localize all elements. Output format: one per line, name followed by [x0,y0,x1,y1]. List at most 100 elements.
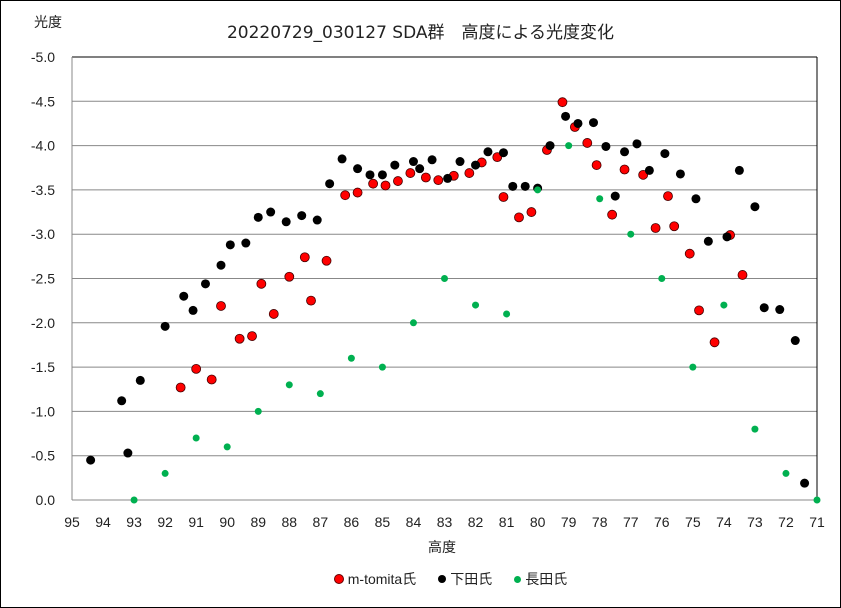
data-point [775,305,785,315]
legend-item-osada: 長田氏 [514,569,567,589]
legend-label: 下田氏 [450,571,493,587]
data-point [455,157,465,167]
data-point [689,363,697,371]
y-tick-label: -2.5 [31,271,55,287]
data-point [393,176,403,186]
data-point [130,496,138,504]
data-point [443,173,453,183]
x-tick-label: 92 [157,514,173,530]
data-point [390,160,400,170]
data-point [620,147,630,157]
legend-label: 長田氏 [525,571,568,587]
data-point [565,142,573,150]
data-point [299,252,310,263]
data-point [734,165,744,175]
data-point [352,187,363,198]
data-point [492,152,503,163]
data-point [223,443,231,451]
x-tick-label: 81 [499,514,515,530]
data-point [378,363,386,371]
x-tick-label: 79 [561,514,577,530]
data-point [589,118,598,128]
data-point [247,331,257,341]
data-point [268,309,279,319]
data-point [650,223,661,233]
data-point [427,155,437,165]
data-point [216,301,226,311]
data-point [188,305,198,315]
data-point [514,212,524,223]
red-dot-icon [333,574,344,584]
x-tick-label: 78 [592,514,608,530]
data-point [596,195,604,203]
y-tick-label: -0.5 [31,448,55,464]
y-tick-label: -5.0 [31,49,55,65]
data-point [632,139,642,149]
data-point [790,336,800,346]
x-tick-label: 90 [219,514,235,530]
x-tick-label: 91 [188,514,204,530]
data-point [316,390,324,398]
data-point [508,181,518,191]
x-tick-label: 87 [313,514,329,530]
x-tick-label: 93 [126,514,142,530]
data-point [582,138,593,148]
data-point [161,469,169,477]
data-point [408,157,418,167]
data-point [750,202,760,212]
data-point [347,354,355,362]
x-tick-label: 86 [344,514,360,530]
data-point [720,301,728,309]
data-point [206,374,217,385]
data-point [561,111,571,121]
data-point [123,448,133,458]
data-point [377,170,387,180]
data-point [86,455,96,465]
data-point [256,278,267,289]
data-point [644,165,654,175]
data-point [175,382,186,393]
data-point [472,301,480,309]
data-point [737,270,748,280]
x-tick-label: 84 [406,514,422,530]
data-point [368,178,379,189]
x-tick-label: 82 [468,514,484,530]
data-point [520,181,530,191]
y-axis-label: 光度 [34,15,62,31]
data-point [281,217,291,227]
data-point [638,169,649,180]
data-point [253,212,263,222]
data-point [160,321,170,331]
data-point [179,291,189,301]
x-tick-label: 75 [685,514,701,530]
data-point [557,97,568,108]
data-point [321,255,332,266]
data-point [337,154,347,164]
y-tick-label: -3.5 [31,182,55,198]
data-point [722,232,732,242]
data-point [813,496,821,504]
data-point [297,211,307,221]
data-point [703,236,713,246]
data-point [660,149,670,159]
data-point [325,179,335,189]
data-point [191,363,202,374]
data-point [483,147,493,157]
data-point [216,260,226,270]
data-point [607,209,618,220]
data-point [503,310,511,318]
data-point [534,186,542,194]
data-point [266,207,276,217]
data-point [471,160,481,170]
data-point [340,190,351,201]
data-point [192,434,200,442]
x-tick-label: 74 [716,514,732,530]
x-tick-label: 71 [809,514,825,530]
x-tick-label: 73 [747,514,763,530]
x-tick-label: 89 [250,514,266,530]
data-point [658,275,666,282]
data-point [353,164,363,174]
data-point [498,148,508,158]
data-point [409,319,417,327]
black-dot-icon [438,575,447,583]
